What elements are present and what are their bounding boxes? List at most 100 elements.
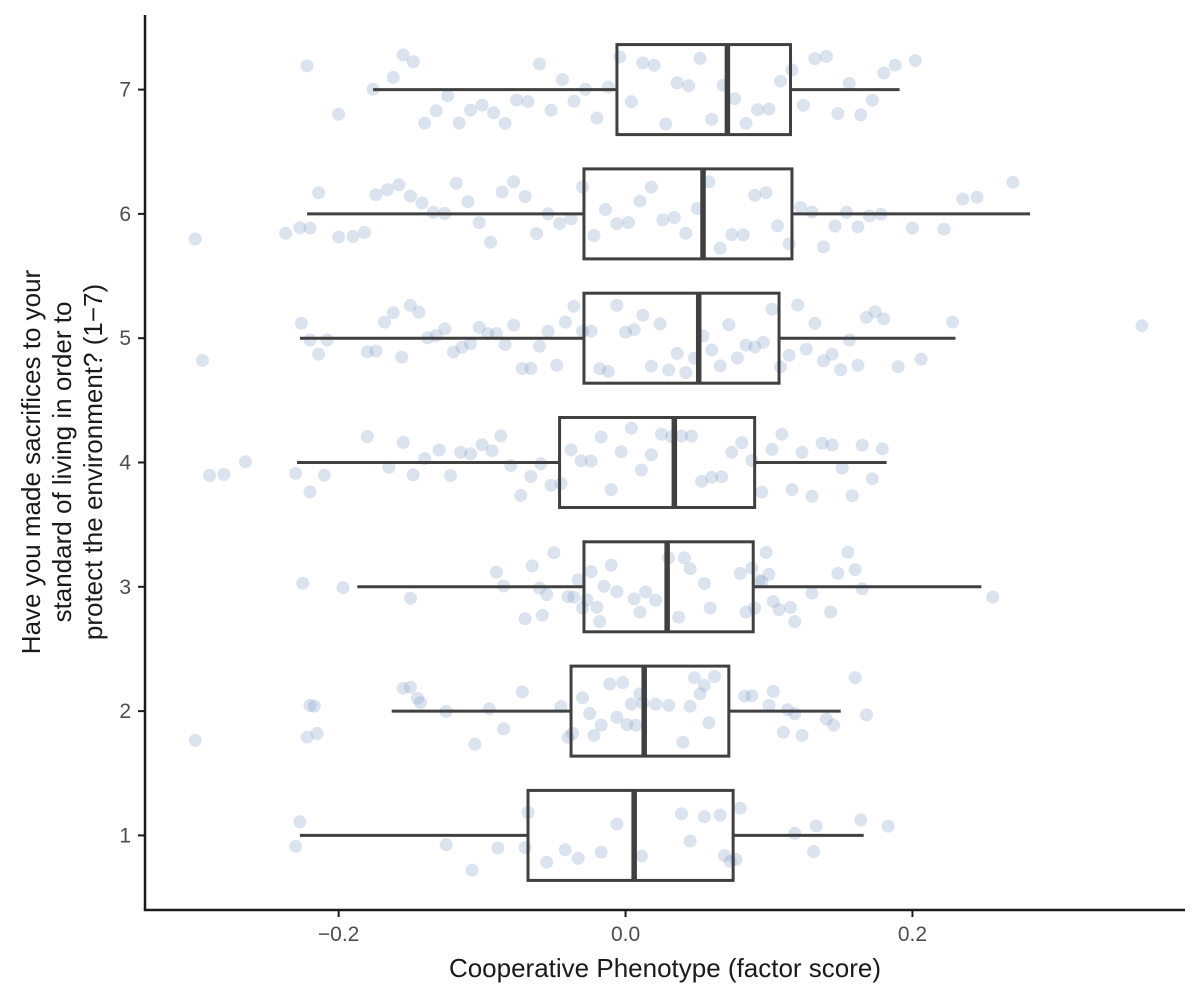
data-point-4-28 — [604, 483, 618, 497]
data-point-6-39 — [725, 228, 739, 242]
data-point-5-62 — [851, 358, 865, 372]
data-point-2-6 — [403, 680, 417, 694]
data-point-4-12 — [444, 469, 457, 482]
data-point-4-55 — [875, 442, 889, 456]
data-point-5-54 — [782, 348, 796, 362]
data-point-7-29 — [682, 79, 696, 93]
data-point-4-29 — [614, 445, 628, 459]
data-point-4-53 — [855, 438, 869, 452]
data-point-7-12 — [487, 106, 501, 120]
box-4 — [558, 416, 757, 509]
data-point-3-11 — [561, 590, 575, 604]
data-point-3-18 — [593, 615, 607, 628]
data-point-2-49 — [860, 708, 873, 722]
data-point-6-38 — [713, 241, 727, 255]
y-axis-title-line-3: protect the environment? (1−7) — [78, 284, 108, 640]
data-point-3-40 — [766, 594, 780, 608]
data-point-4-5 — [317, 468, 331, 482]
data-point-1-2 — [439, 838, 453, 852]
data-point-4-11 — [432, 443, 446, 457]
data-point-5-57 — [808, 316, 822, 330]
data-point-3-20 — [604, 558, 618, 572]
y-tick-label: 4 — [119, 452, 131, 475]
data-point-3-36 — [752, 573, 766, 587]
data-point-4-39 — [715, 470, 729, 484]
data-point-5-28 — [558, 315, 572, 329]
data-point-6-18 — [484, 235, 498, 249]
data-point-7-36 — [762, 102, 776, 116]
data-point-5-22 — [507, 318, 521, 332]
data-point-1-25 — [881, 819, 895, 833]
data-point-3-17 — [590, 600, 604, 614]
data-point-5-69 — [1135, 319, 1149, 333]
data-point-3-43 — [788, 615, 802, 629]
data-point-3-2 — [403, 591, 417, 605]
data-point-2-34 — [693, 687, 707, 701]
data-point-2-2 — [303, 699, 317, 712]
data-point-4-0 — [203, 469, 217, 482]
data-point-2-38 — [738, 689, 752, 703]
box-2 — [569, 664, 731, 758]
data-point-6-17 — [472, 216, 486, 230]
data-point-3-31 — [703, 601, 717, 615]
data-point-2-48 — [848, 671, 862, 685]
data-point-2-26 — [629, 718, 643, 732]
data-point-5-68 — [946, 315, 960, 329]
data-point-7-40 — [808, 52, 822, 66]
data-point-4-20 — [524, 470, 538, 483]
data-point-3-8 — [535, 608, 549, 622]
data-point-2-4 — [310, 727, 324, 740]
data-point-3-22 — [627, 592, 641, 606]
data-point-6-31 — [633, 194, 647, 208]
data-point-2-10 — [468, 737, 482, 751]
data-point-6-16 — [461, 195, 475, 209]
data-point-2-1 — [300, 730, 314, 744]
data-point-6-19 — [495, 185, 509, 199]
data-point-3-27 — [672, 610, 686, 624]
data-point-7-0 — [300, 59, 314, 73]
data-point-7-16 — [533, 57, 546, 71]
data-point-2-25 — [624, 697, 638, 711]
data-point-5-37 — [636, 308, 650, 322]
data-point-1-13 — [675, 807, 688, 821]
data-point-7-11 — [475, 98, 489, 112]
box-7 — [615, 43, 793, 137]
data-point-3-9 — [540, 588, 554, 601]
data-point-5-47 — [722, 318, 736, 332]
data-point-7-21 — [590, 111, 604, 125]
data-point-4-49 — [815, 436, 829, 450]
data-point-5-63 — [860, 310, 873, 324]
data-point-7-47 — [888, 58, 902, 72]
data-point-6-47 — [817, 240, 830, 254]
data-point-7-48 — [908, 54, 922, 67]
data-point-2-0 — [188, 733, 202, 747]
data-point-2-22 — [610, 710, 624, 724]
data-point-4-1 — [217, 468, 231, 481]
data-point-6-0 — [188, 232, 202, 246]
data-point-7-28 — [670, 76, 684, 90]
data-point-1-4 — [491, 841, 505, 855]
data-point-6-34 — [667, 211, 681, 225]
data-point-7-15 — [521, 95, 535, 108]
data-point-5-67 — [914, 352, 928, 366]
data-point-5-35 — [619, 325, 633, 339]
data-point-6-48 — [828, 219, 842, 233]
data-point-1-20 — [733, 801, 747, 815]
data-point-4-36 — [685, 429, 698, 443]
data-point-1-16 — [713, 808, 727, 822]
data-point-7-26 — [647, 58, 661, 72]
data-point-6-40 — [736, 228, 750, 242]
data-point-6-9 — [380, 183, 394, 197]
data-point-5-33 — [601, 365, 615, 378]
data-point-7-43 — [842, 77, 856, 90]
data-point-2-8 — [413, 696, 427, 709]
data-point-2-7 — [411, 691, 425, 705]
data-point-4-47 — [795, 445, 809, 459]
data-point-4-22 — [544, 478, 558, 492]
data-point-7-23 — [613, 50, 627, 64]
data-point-7-24 — [624, 95, 638, 109]
data-point-6-41 — [748, 188, 762, 202]
data-point-6-1 — [279, 226, 293, 240]
y-tick-label: 5 — [119, 327, 131, 350]
